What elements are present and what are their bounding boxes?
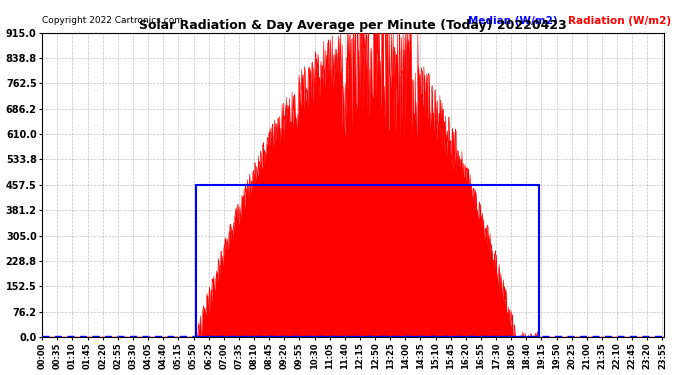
Text: Copyright 2022 Cartronics.com: Copyright 2022 Cartronics.com <box>42 16 184 25</box>
Text: Median (W/m2): Median (W/m2) <box>469 16 558 26</box>
Bar <box>196 185 540 337</box>
Text: Radiation (W/m2): Radiation (W/m2) <box>568 16 671 26</box>
Title: Solar Radiation & Day Average per Minute (Today) 20220423: Solar Radiation & Day Average per Minute… <box>139 18 567 32</box>
